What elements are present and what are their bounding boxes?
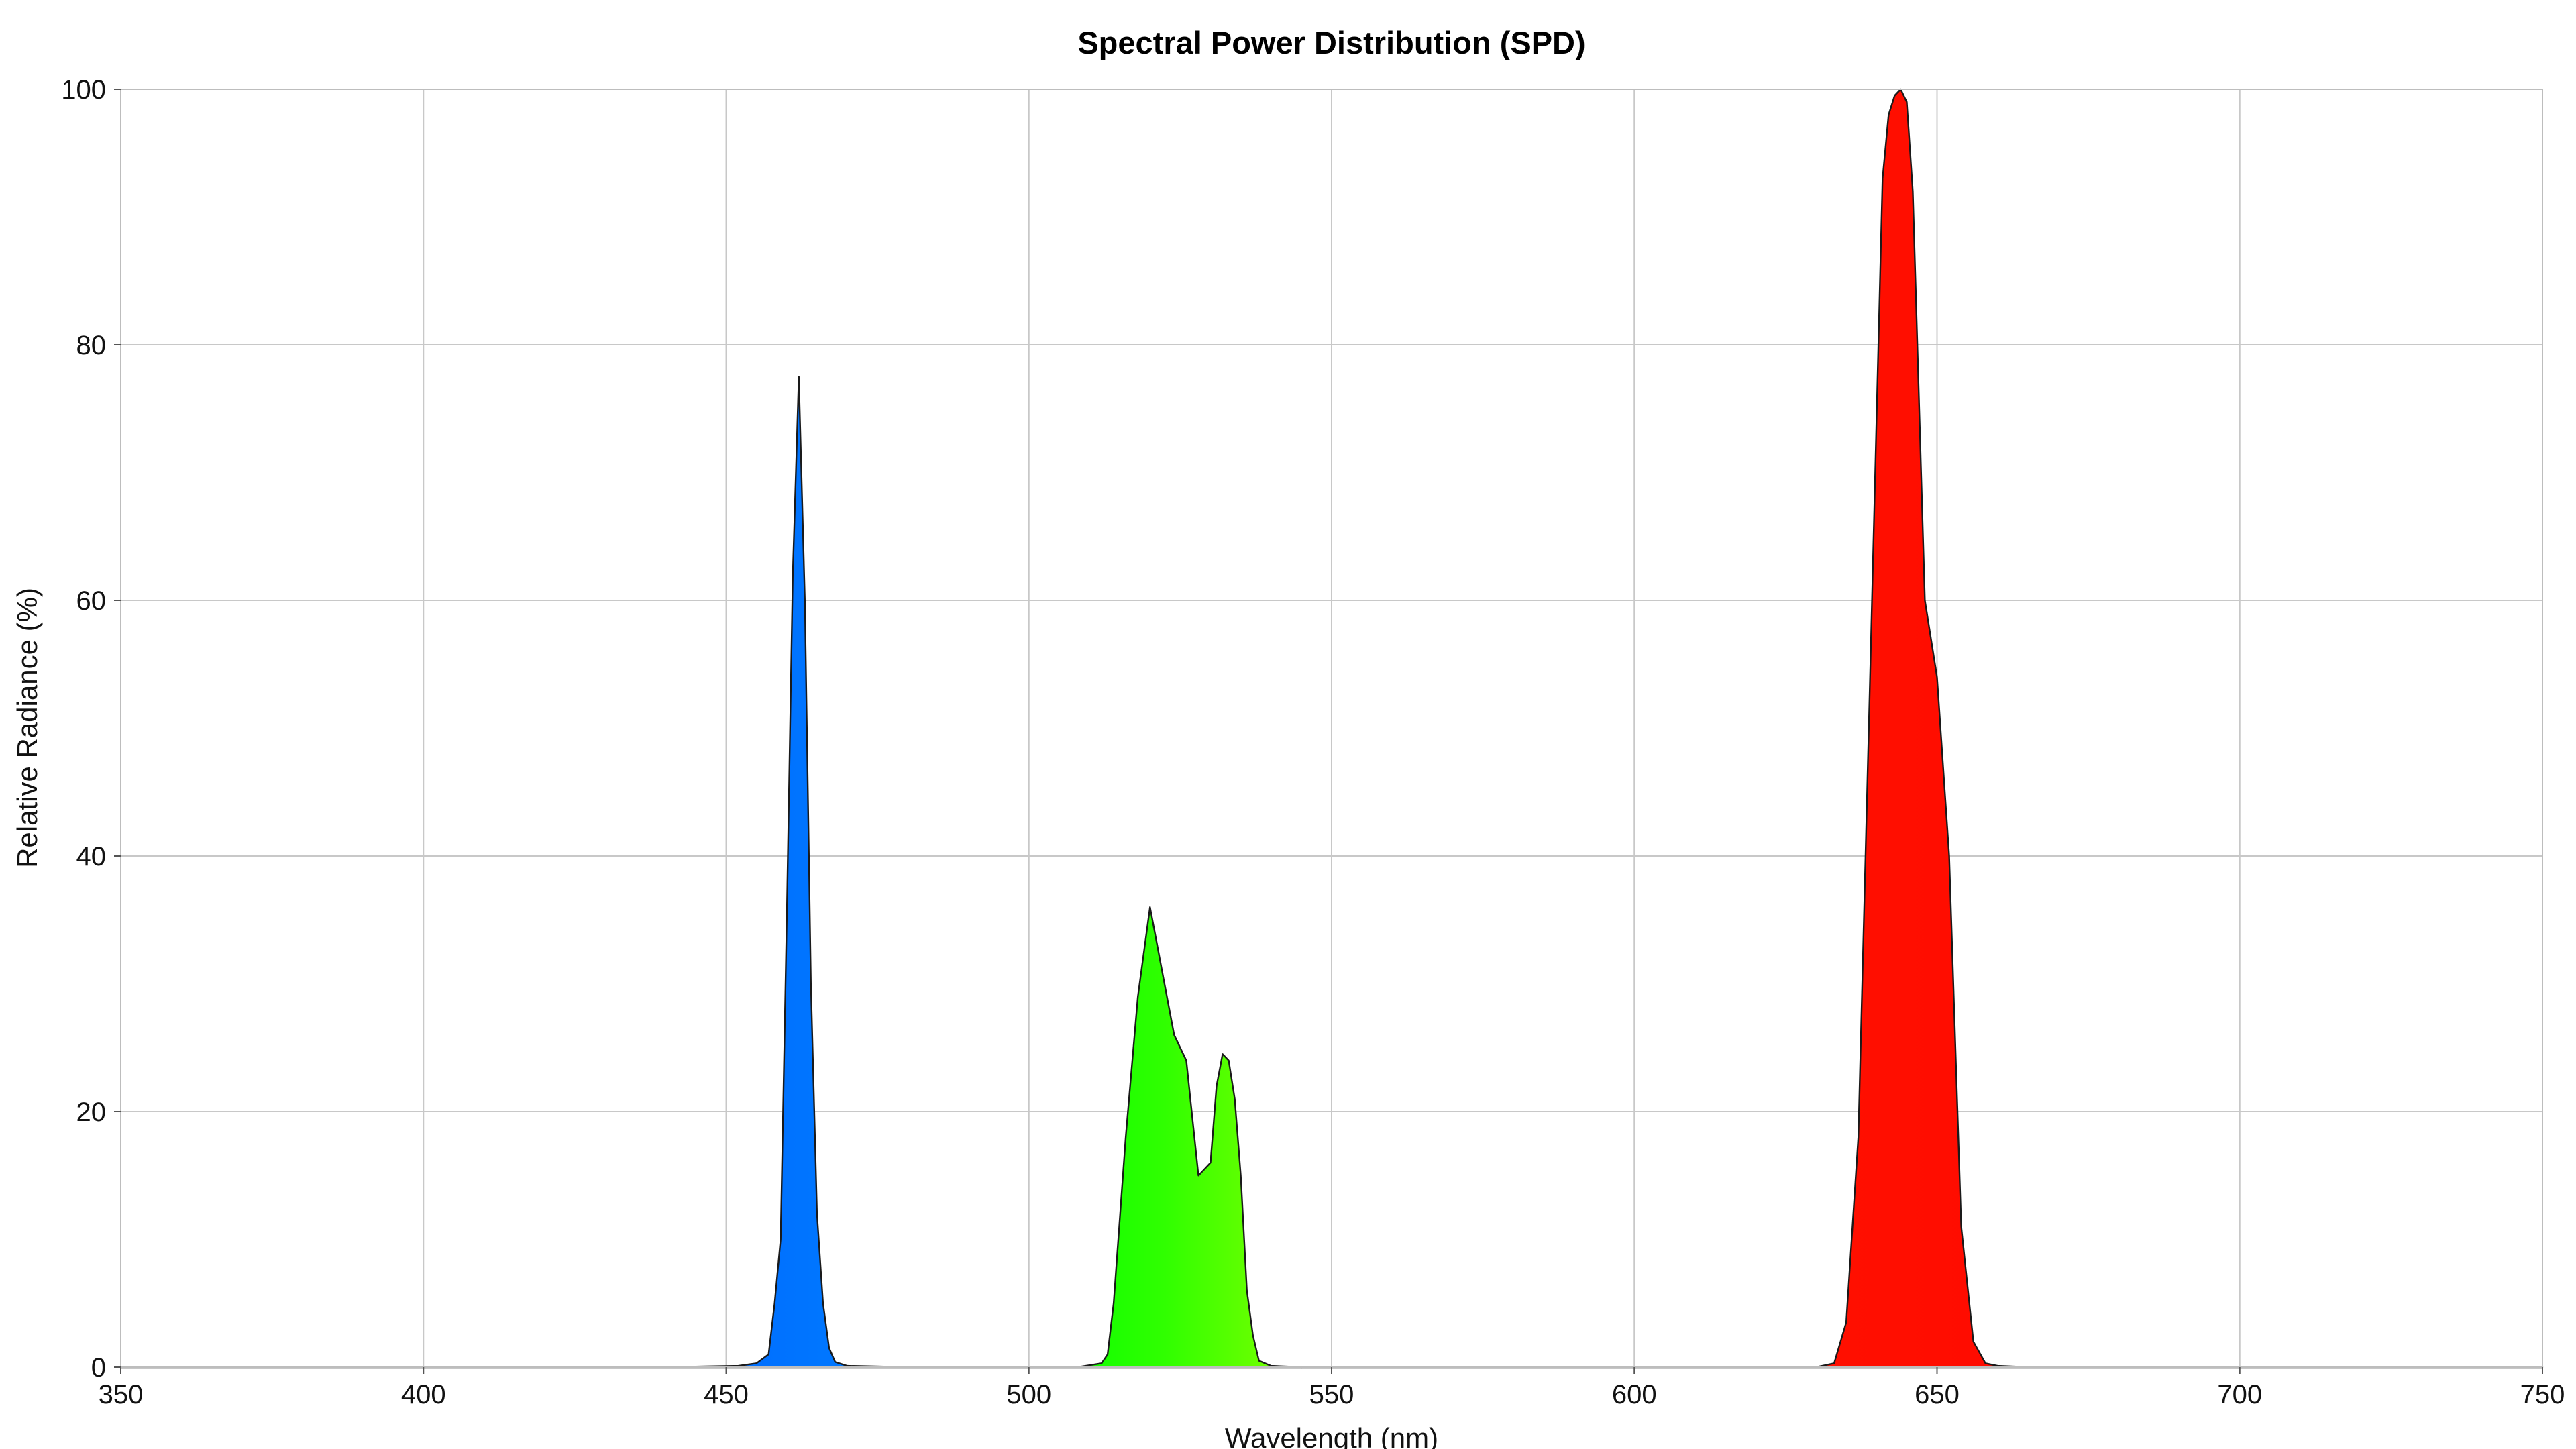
y-tick-label: 100 xyxy=(61,75,106,105)
y-tick-label: 60 xyxy=(76,586,107,616)
x-tick-label: 650 xyxy=(1915,1380,1960,1409)
x-tick-label: 700 xyxy=(2217,1380,2262,1409)
x-tick-label: 500 xyxy=(1006,1380,1051,1409)
y-axis-label: Relative Radiance (%) xyxy=(11,588,43,868)
x-axis-ticks: 350 400 450 500 550 600 650 700 750 xyxy=(99,1367,2565,1409)
x-tick-label: 550 xyxy=(1309,1380,1354,1409)
chart-title: Spectral Power Distribution (SPD) xyxy=(1077,25,1585,60)
x-tick-label: 350 xyxy=(99,1380,144,1409)
spd-area-red xyxy=(1300,88,2544,1368)
x-tick-label: 600 xyxy=(1612,1380,1657,1409)
x-axis-label: Wavelength (nm) xyxy=(1225,1422,1438,1449)
y-tick-label: 20 xyxy=(76,1097,107,1127)
y-tick-label: 0 xyxy=(91,1353,106,1383)
y-tick-label: 80 xyxy=(76,331,107,360)
y-axis-ticks: 0 20 40 60 80 100 xyxy=(61,75,121,1383)
x-tick-label: 450 xyxy=(704,1380,749,1409)
x-tick-label: 400 xyxy=(401,1380,446,1409)
spd-area-green xyxy=(1028,906,1303,1368)
y-tick-label: 40 xyxy=(76,842,107,871)
x-tick-label: 750 xyxy=(2520,1380,2565,1409)
spd-area-blue xyxy=(119,376,1030,1368)
grid-lines xyxy=(121,89,2542,1367)
